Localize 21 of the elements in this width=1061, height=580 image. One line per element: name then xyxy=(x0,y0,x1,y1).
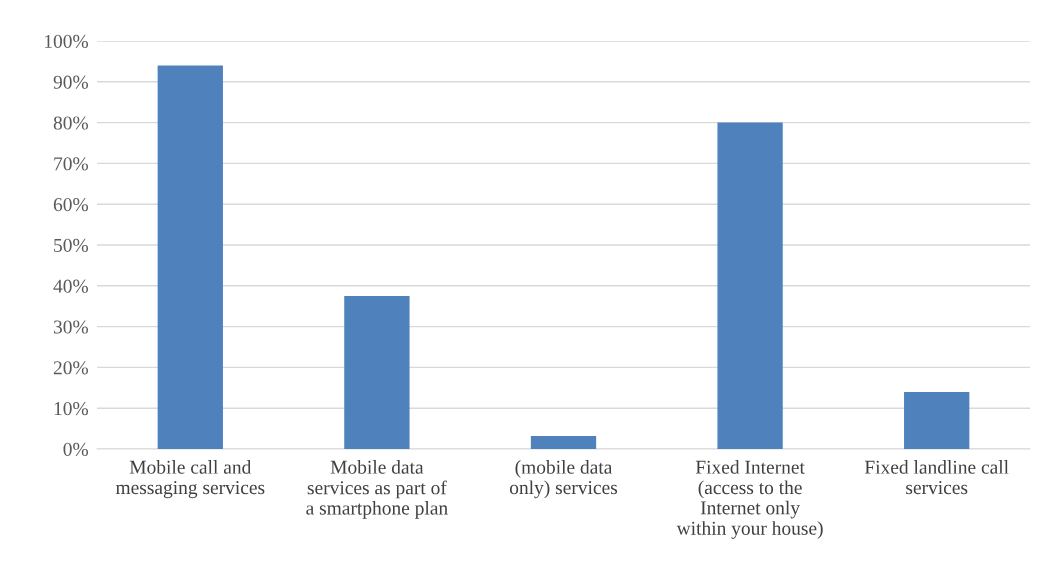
bar xyxy=(904,391,970,449)
y-tick-label: 60% xyxy=(53,198,88,212)
y-tick-label: 90% xyxy=(53,75,88,89)
bar xyxy=(344,296,410,449)
x-tick-label: Fixed Internet (access to the Internet only within your house) xyxy=(676,460,823,539)
bar xyxy=(717,122,783,449)
y-tick-label: 80% xyxy=(53,116,88,130)
y-tick-label: 30% xyxy=(53,320,88,334)
x-tick-label: Fixed landline call services xyxy=(864,460,1009,495)
bar xyxy=(157,65,223,449)
y-tick-label: 100% xyxy=(45,34,88,48)
x-tick-label: (mobile data only) services xyxy=(509,460,618,499)
y-tick-label: 70% xyxy=(54,157,88,171)
y-tick-label: 50% xyxy=(54,238,88,252)
x-tick-label: Mobile call and messaging services xyxy=(115,460,265,499)
x-tick-label: Mobile data services as part of a smartphone plan xyxy=(306,460,448,519)
y-tick-label: 10% xyxy=(54,402,88,416)
bar xyxy=(530,435,597,449)
y-tick-label: 0% xyxy=(63,442,88,456)
y-tick-label: 40% xyxy=(53,279,88,293)
y-tick-label: 20% xyxy=(53,361,88,375)
